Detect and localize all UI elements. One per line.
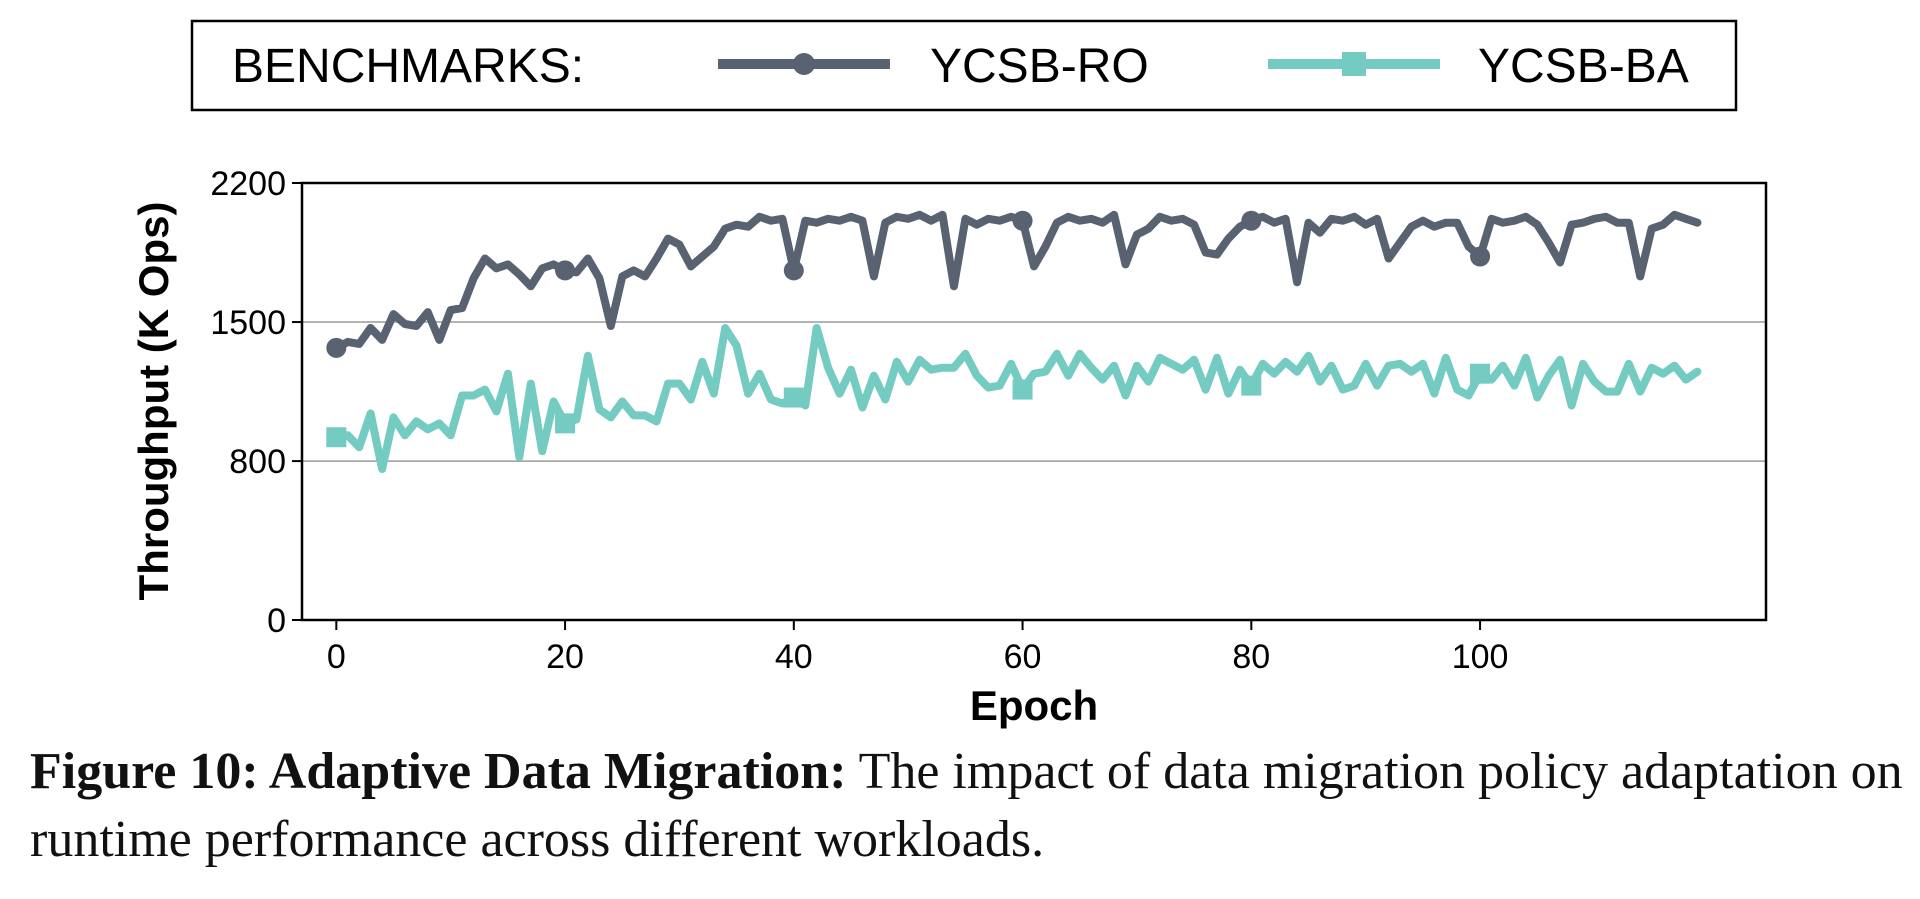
y-axis-title: Throughput (K Ops) — [130, 202, 177, 601]
legend-title: BENCHMARKS: — [232, 40, 584, 93]
data-point-ycsb-ro — [1012, 210, 1033, 231]
legend-label-ycsb-ro: YCSB-RO — [930, 40, 1149, 93]
data-point-ycsb-ro — [783, 260, 804, 281]
data-point-ycsb-ba — [1470, 363, 1491, 384]
data-point-ycsb-ba — [1241, 375, 1262, 396]
data-point-ycsb-ba — [555, 413, 576, 434]
legend-entry-ycsb-ro: YCSB-RO — [718, 40, 1149, 93]
data-point-ycsb-ba — [1012, 379, 1033, 400]
legend-frame — [190, 19, 1738, 112]
legend-marker-ycsb-ba — [1342, 52, 1366, 76]
y-tick-label: 0 — [267, 602, 286, 640]
plot-frame — [300, 181, 1768, 622]
y-tick-label: 2200 — [210, 165, 286, 203]
legend: BENCHMARKS: YCSB-RO YCSB-BA — [190, 19, 1738, 112]
gridlines — [302, 321, 1766, 462]
data-point-ycsb-ro — [326, 337, 347, 358]
y-axis-ticks: 0 800 1500 2200 — [210, 165, 302, 640]
x-tick-label: 40 — [775, 638, 813, 676]
figure: BENCHMARKS: YCSB-RO YCSB-BA 0 20 40 60 80 100… — [130, 19, 1768, 729]
x-tick-label: 60 — [1004, 638, 1042, 676]
series-line-ycsb-ro — [332, 210, 1702, 352]
caption-text: The impact of data migration policy adap… — [30, 743, 1903, 868]
x-tick-label: 0 — [327, 638, 346, 676]
data-point-ycsb-ro — [555, 260, 576, 281]
x-tick-label: 100 — [1452, 638, 1509, 676]
y-tick-label: 1500 — [210, 304, 286, 342]
legend-entry-ycsb-ba: YCSB-BA — [1268, 40, 1689, 93]
x-tick-label: 80 — [1232, 638, 1270, 676]
y-tick-label: 800 — [229, 443, 286, 481]
series-ycsb-ba — [326, 324, 1702, 473]
series-ycsb-ro — [326, 210, 1702, 358]
x-tick-label: 20 — [546, 638, 584, 676]
data-point-ycsb-ro — [1470, 246, 1491, 267]
data-point-ycsb-ro — [1241, 210, 1262, 231]
series-layer — [326, 210, 1702, 473]
x-axis-title: Epoch — [970, 682, 1098, 729]
data-point-ycsb-ba — [326, 427, 347, 448]
figure-caption: Figure 10: Adaptive Data Migration: The … — [30, 738, 1910, 874]
legend-label-ycsb-ba: YCSB-BA — [1478, 40, 1689, 93]
legend-marker-ycsb-ro — [793, 53, 815, 75]
caption-label: Figure 10: Adaptive Data Migration: — [30, 743, 847, 800]
x-axis-ticks: 0 20 40 60 80 100 — [327, 620, 1509, 676]
plot-area: 0 20 40 60 80 100 0 800 1500 2200 Epoch Throughp… — [130, 165, 1768, 729]
data-point-ycsb-ba — [783, 387, 804, 408]
